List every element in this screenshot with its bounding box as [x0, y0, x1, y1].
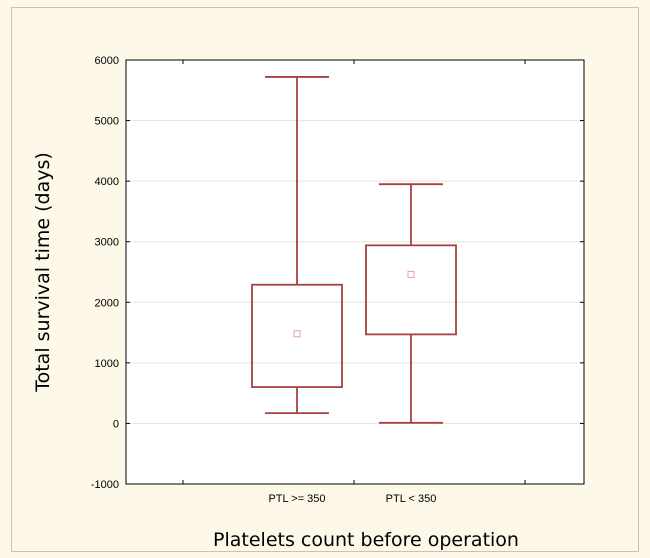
y-tick-label: 2000: [95, 297, 119, 309]
plot-area: [125, 59, 585, 485]
y-tick-label: 4000: [95, 176, 119, 188]
y-tick-label: 6000: [95, 55, 119, 67]
y-tick-label: 1000: [95, 358, 119, 370]
box-body: [251, 283, 343, 388]
box-series: [251, 76, 457, 424]
grid-lines: [126, 120, 584, 424]
y-tick-label: 0: [113, 418, 119, 430]
y-tick-label: 5000: [95, 116, 119, 128]
box-1: [251, 76, 343, 415]
y-axis-ticks: -1000 0 1000 2000 3000 4000 5000 6000: [91, 55, 584, 491]
x-axis-ticks: PTL >= 350 PTL < 350: [182, 60, 526, 505]
center-marker: [407, 270, 415, 278]
x-tick-label: PTL < 350: [386, 493, 437, 505]
x-axis-title: Platelets count before operation: [213, 529, 519, 551]
y-axis-title: Total survival time (days): [32, 152, 54, 393]
chart-frame: [11, 7, 639, 552]
x-tick-label: PTL >= 350: [268, 493, 325, 505]
y-tick-label: 3000: [95, 237, 119, 249]
center-marker: [293, 330, 301, 338]
box-body: [365, 244, 457, 336]
box-2: [365, 183, 457, 424]
y-tick-label: -1000: [91, 479, 119, 491]
